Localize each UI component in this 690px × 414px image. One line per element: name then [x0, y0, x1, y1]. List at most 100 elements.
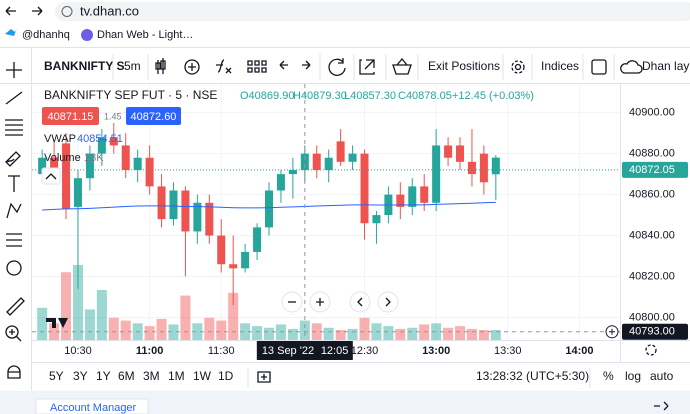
x-tick-label: 11:00	[136, 345, 164, 357]
candle-body	[456, 145, 465, 162]
legend-ohlc: C40878.05	[398, 90, 452, 102]
zoom-in-icon	[316, 298, 324, 306]
templates-icon[interactable]	[247, 60, 267, 73]
sell-button[interactable]	[42, 107, 99, 125]
candle-body	[467, 161, 476, 175]
undo-icon[interactable]	[279, 60, 288, 70]
popout-icon[interactable]	[359, 59, 375, 75]
scroll-left[interactable]	[349, 291, 371, 313]
panel-strip	[0, 391, 690, 414]
candle-body	[157, 186, 166, 220]
x-tick-label: 14:00	[565, 345, 593, 357]
legend-title: BANKNIFTY SEP FUT · 5 · NSE	[44, 88, 217, 102]
interval[interactable]: 5m	[124, 59, 141, 73]
y-tick-label: 40900.00	[629, 107, 675, 119]
settings-icon[interactable]	[511, 60, 525, 74]
forward-button[interactable]	[32, 6, 43, 16]
candle-body	[265, 190, 273, 228]
candle-body	[276, 174, 285, 191]
candle-body	[372, 215, 381, 224]
zoom-tool[interactable]	[5, 325, 19, 339]
range-button[interactable]: 1M	[168, 369, 185, 383]
layout-name[interactable]: Dhan lay	[642, 59, 689, 73]
axis-settings[interactable]	[645, 344, 657, 356]
indices[interactable]: Indices	[541, 59, 579, 73]
candle-body	[229, 264, 238, 269]
range-button[interactable]: 6M	[118, 369, 135, 383]
account-tab[interactable]	[35, 398, 149, 414]
volume-bar	[240, 323, 251, 340]
account-manager[interactable]: Account Manager	[50, 402, 137, 414]
icons-tool[interactable]	[6, 260, 22, 276]
refresh-icon[interactable]	[328, 58, 346, 76]
volume-bar	[490, 330, 501, 340]
date-range-icon[interactable]	[257, 371, 271, 383]
info-icon[interactable]	[61, 6, 73, 17]
y-tick-label: 40820.00	[629, 270, 675, 282]
basket-icon[interactable]	[392, 57, 412, 75]
volume-bar	[156, 318, 167, 340]
indicators-icon[interactable]	[216, 59, 232, 74]
trendline-tool[interactable]	[5, 91, 23, 105]
percent-toggle[interactable]: %	[603, 369, 614, 383]
collapse-icon	[45, 173, 57, 180]
range-button[interactable]: 5Y	[49, 369, 64, 383]
volume-bar	[228, 292, 239, 340]
back-button[interactable]	[5, 6, 16, 16]
exit-positions[interactable]: Exit Positions	[428, 59, 500, 73]
range-button[interactable]: 3Y	[73, 369, 88, 383]
crosshair-tool[interactable]	[6, 62, 22, 78]
bookmark[interactable]: @dhanhq	[22, 29, 70, 41]
volume-bar	[180, 295, 191, 340]
last-price-label: 40872.05	[629, 164, 675, 176]
brush-tool[interactable]	[5, 151, 21, 167]
volume-bar	[323, 327, 334, 340]
compare-icon-plus	[188, 63, 196, 71]
buy-button[interactable]	[126, 107, 181, 125]
fib-tool[interactable]	[5, 119, 23, 136]
url-box[interactable]	[55, 2, 690, 21]
candle-body	[97, 137, 106, 154]
pattern-tool[interactable]	[6, 202, 22, 219]
volume-bar	[455, 326, 466, 340]
candle-body	[396, 194, 405, 207]
range-button[interactable]: 1Y	[96, 369, 111, 383]
scroll-right[interactable]	[377, 291, 399, 313]
fullscreen-icon[interactable]	[591, 59, 607, 75]
bookmark[interactable]: Dhan Web - Light…	[97, 29, 193, 41]
auto-toggle[interactable]: auto	[650, 369, 674, 383]
cloud-icon[interactable]	[620, 60, 643, 74]
candle-body	[133, 157, 142, 171]
candle-body	[444, 145, 453, 158]
collapse-legend[interactable]	[41, 167, 61, 185]
panel-controls[interactable]	[654, 401, 669, 411]
volume-bar	[431, 323, 442, 340]
prediction-tool[interactable]	[6, 233, 22, 247]
ruler-tool[interactable]	[6, 297, 25, 316]
x-tick-label: 10:30	[64, 345, 92, 357]
candle-body	[432, 145, 441, 203]
redo-icon[interactable]	[302, 60, 311, 70]
volume-bar	[168, 324, 179, 340]
volume-bar	[84, 309, 95, 340]
volume-bar	[96, 290, 107, 340]
candle-body	[85, 153, 94, 179]
candle-body	[109, 137, 118, 146]
range-button[interactable]: 1W	[193, 369, 212, 383]
magnet-tool[interactable]	[7, 365, 21, 379]
compare-icon[interactable]	[184, 59, 200, 75]
candle-body	[73, 178, 82, 207]
range-button[interactable]: 1D	[218, 369, 234, 383]
crosshair-price-label: 40793.00	[629, 326, 675, 338]
range-button[interactable]: 3M	[143, 369, 160, 383]
candle-body	[336, 141, 345, 162]
volume-bar	[466, 328, 477, 340]
url: tv.dhan.co	[80, 3, 139, 18]
chart-type-icon[interactable]	[155, 58, 166, 74]
y-tick-label: 40880.00	[629, 148, 675, 160]
symbol[interactable]: BANKNIFTY S	[44, 59, 124, 73]
log-toggle[interactable]: log	[625, 369, 641, 383]
text-tool[interactable]	[8, 175, 20, 192]
volume-bar	[72, 265, 83, 340]
x-tick-label: 13:30	[494, 345, 522, 357]
